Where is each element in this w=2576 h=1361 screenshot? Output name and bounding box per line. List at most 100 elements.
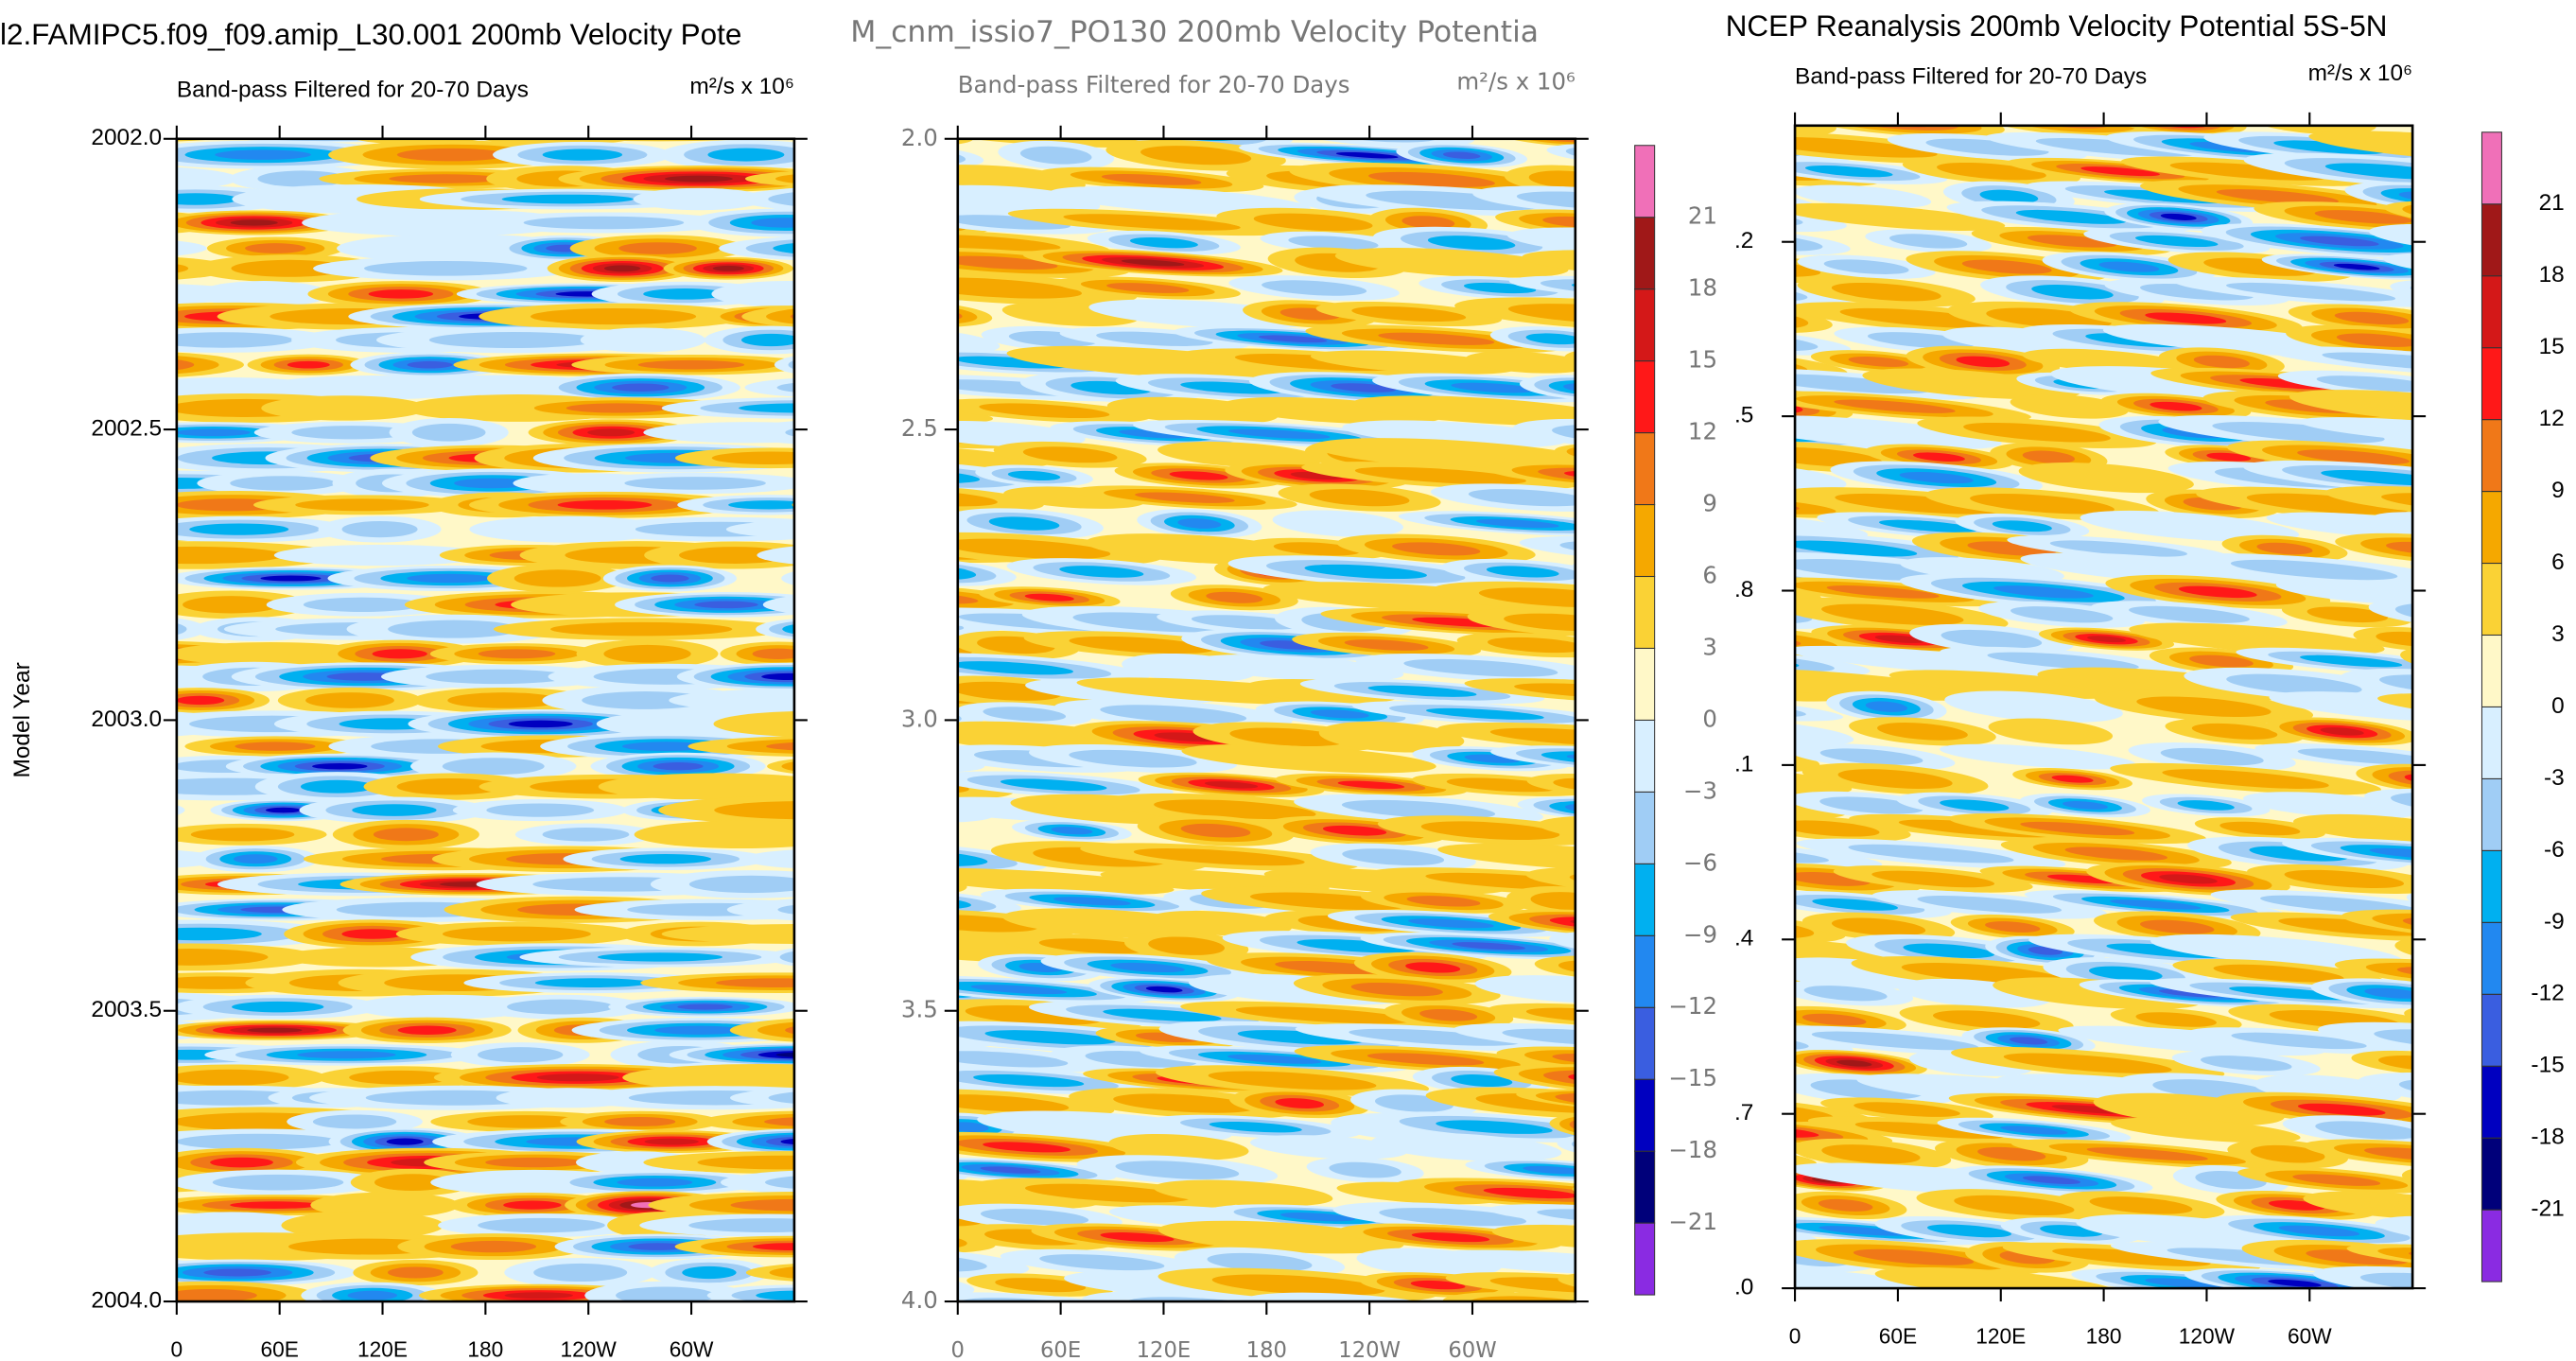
contour-region bbox=[828, 1157, 947, 1183]
colorbar-box bbox=[1634, 288, 1656, 362]
contour-region bbox=[2336, 333, 2413, 347]
contour-region bbox=[478, 1217, 605, 1233]
contour-region bbox=[700, 400, 794, 416]
contour-region bbox=[39, 979, 128, 986]
contour-region bbox=[1406, 896, 1481, 907]
contour-region bbox=[2129, 622, 2385, 655]
contour-region bbox=[773, 1334, 876, 1349]
contour-region bbox=[0, 378, 160, 397]
colorbar-label: −21 bbox=[1668, 1208, 1717, 1235]
contour-region bbox=[1335, 151, 1399, 159]
contour-region bbox=[207, 107, 273, 114]
contour-region bbox=[846, 958, 925, 977]
contour-region bbox=[1985, 921, 2041, 933]
contour-region bbox=[769, 621, 794, 637]
contour-region bbox=[1862, 368, 2080, 400]
contour-region bbox=[800, 74, 968, 105]
contour-region bbox=[2229, 986, 2356, 1001]
colorbar-box bbox=[1634, 719, 1656, 793]
contour-region bbox=[1147, 910, 1293, 936]
contour-region bbox=[603, 644, 691, 663]
contour-region bbox=[2250, 1144, 2325, 1163]
contour-region bbox=[1657, 1172, 1738, 1187]
contour-region bbox=[1803, 986, 1888, 1002]
contour-region bbox=[176, 933, 179, 935]
contour-region bbox=[682, 1265, 737, 1280]
contour-region bbox=[176, 218, 190, 228]
contour-region bbox=[781, 761, 794, 772]
contour-region bbox=[726, 899, 794, 921]
contour-region bbox=[287, 138, 364, 140]
contour-region bbox=[957, 356, 1071, 369]
contour-region bbox=[725, 519, 794, 539]
contour-region bbox=[764, 1117, 794, 1126]
contour-region bbox=[1253, 213, 1373, 232]
contour-region bbox=[1795, 136, 1938, 158]
contour-region bbox=[728, 500, 794, 510]
contour-region bbox=[2394, 936, 2413, 966]
contour-region bbox=[12, 1217, 146, 1232]
contour-region bbox=[1668, 64, 1757, 88]
contour-region bbox=[957, 702, 962, 725]
contour-region bbox=[1927, 1224, 2011, 1238]
contour-region bbox=[1572, 1137, 1575, 1158]
contour-region bbox=[957, 277, 1083, 299]
contour-region bbox=[2293, 813, 2413, 844]
contour-region bbox=[1963, 422, 2111, 443]
contour-region bbox=[1899, 471, 1974, 484]
contour-region bbox=[4, 1333, 170, 1350]
contour-region bbox=[1322, 825, 1387, 836]
contour-region bbox=[817, 1317, 961, 1341]
contour-region bbox=[1140, 146, 1252, 166]
colorbar-label: 15 bbox=[1688, 346, 1717, 374]
contour-region bbox=[97, 830, 148, 838]
contour-region bbox=[825, 829, 927, 841]
contour-region bbox=[533, 1263, 628, 1282]
contour-region bbox=[2266, 512, 2413, 540]
contour-region bbox=[2193, 355, 2250, 369]
contour-region bbox=[176, 949, 269, 966]
contour-region bbox=[1411, 1232, 1490, 1243]
contour-region bbox=[1970, 493, 2115, 515]
contour-region bbox=[1525, 333, 1575, 345]
contour-region bbox=[1795, 497, 1800, 511]
contour-region bbox=[688, 875, 794, 894]
contour-region bbox=[775, 1179, 944, 1208]
contour-region bbox=[957, 1155, 969, 1185]
contour-region bbox=[2328, 1312, 2466, 1350]
contour-region bbox=[230, 219, 278, 226]
contour-region bbox=[598, 773, 794, 800]
contour-region bbox=[1408, 918, 1494, 929]
x-tick-label: 180 bbox=[467, 1336, 503, 1361]
colorbar-box bbox=[2480, 491, 2502, 565]
contour-region bbox=[798, 570, 884, 586]
contour-region bbox=[1272, 510, 1403, 537]
y-tick-label: .0 bbox=[1734, 1275, 1753, 1300]
contour-region bbox=[957, 867, 1175, 895]
contour-region bbox=[1795, 202, 2006, 231]
contour-region bbox=[1582, 932, 1755, 961]
colorbar-label: 9 bbox=[1702, 490, 1717, 517]
contour-region bbox=[957, 349, 960, 375]
contour-region bbox=[745, 170, 794, 187]
colorbar-box bbox=[2480, 1065, 2502, 1139]
contour-region bbox=[806, 471, 949, 495]
contour-region bbox=[814, 573, 867, 583]
contour-region bbox=[501, 1336, 566, 1346]
contour-region bbox=[2178, 585, 2257, 599]
colorbar-label: −15 bbox=[1668, 1064, 1717, 1091]
contour-region bbox=[580, 327, 706, 353]
contour-region bbox=[2081, 93, 2124, 105]
contour-region bbox=[764, 1176, 794, 1189]
y-tick-label: 2004.0 bbox=[91, 1288, 162, 1314]
contour-region bbox=[1993, 977, 2203, 1010]
contour-region bbox=[974, 96, 1105, 131]
contour-region bbox=[176, 1212, 313, 1239]
contour-region bbox=[744, 378, 794, 397]
contour-region bbox=[176, 927, 262, 941]
contour-region bbox=[1795, 915, 1815, 939]
contour-region bbox=[1542, 130, 1585, 139]
contour-region bbox=[1715, 1124, 1794, 1136]
contour-region bbox=[176, 1069, 289, 1086]
contour-region bbox=[1154, 799, 1316, 820]
